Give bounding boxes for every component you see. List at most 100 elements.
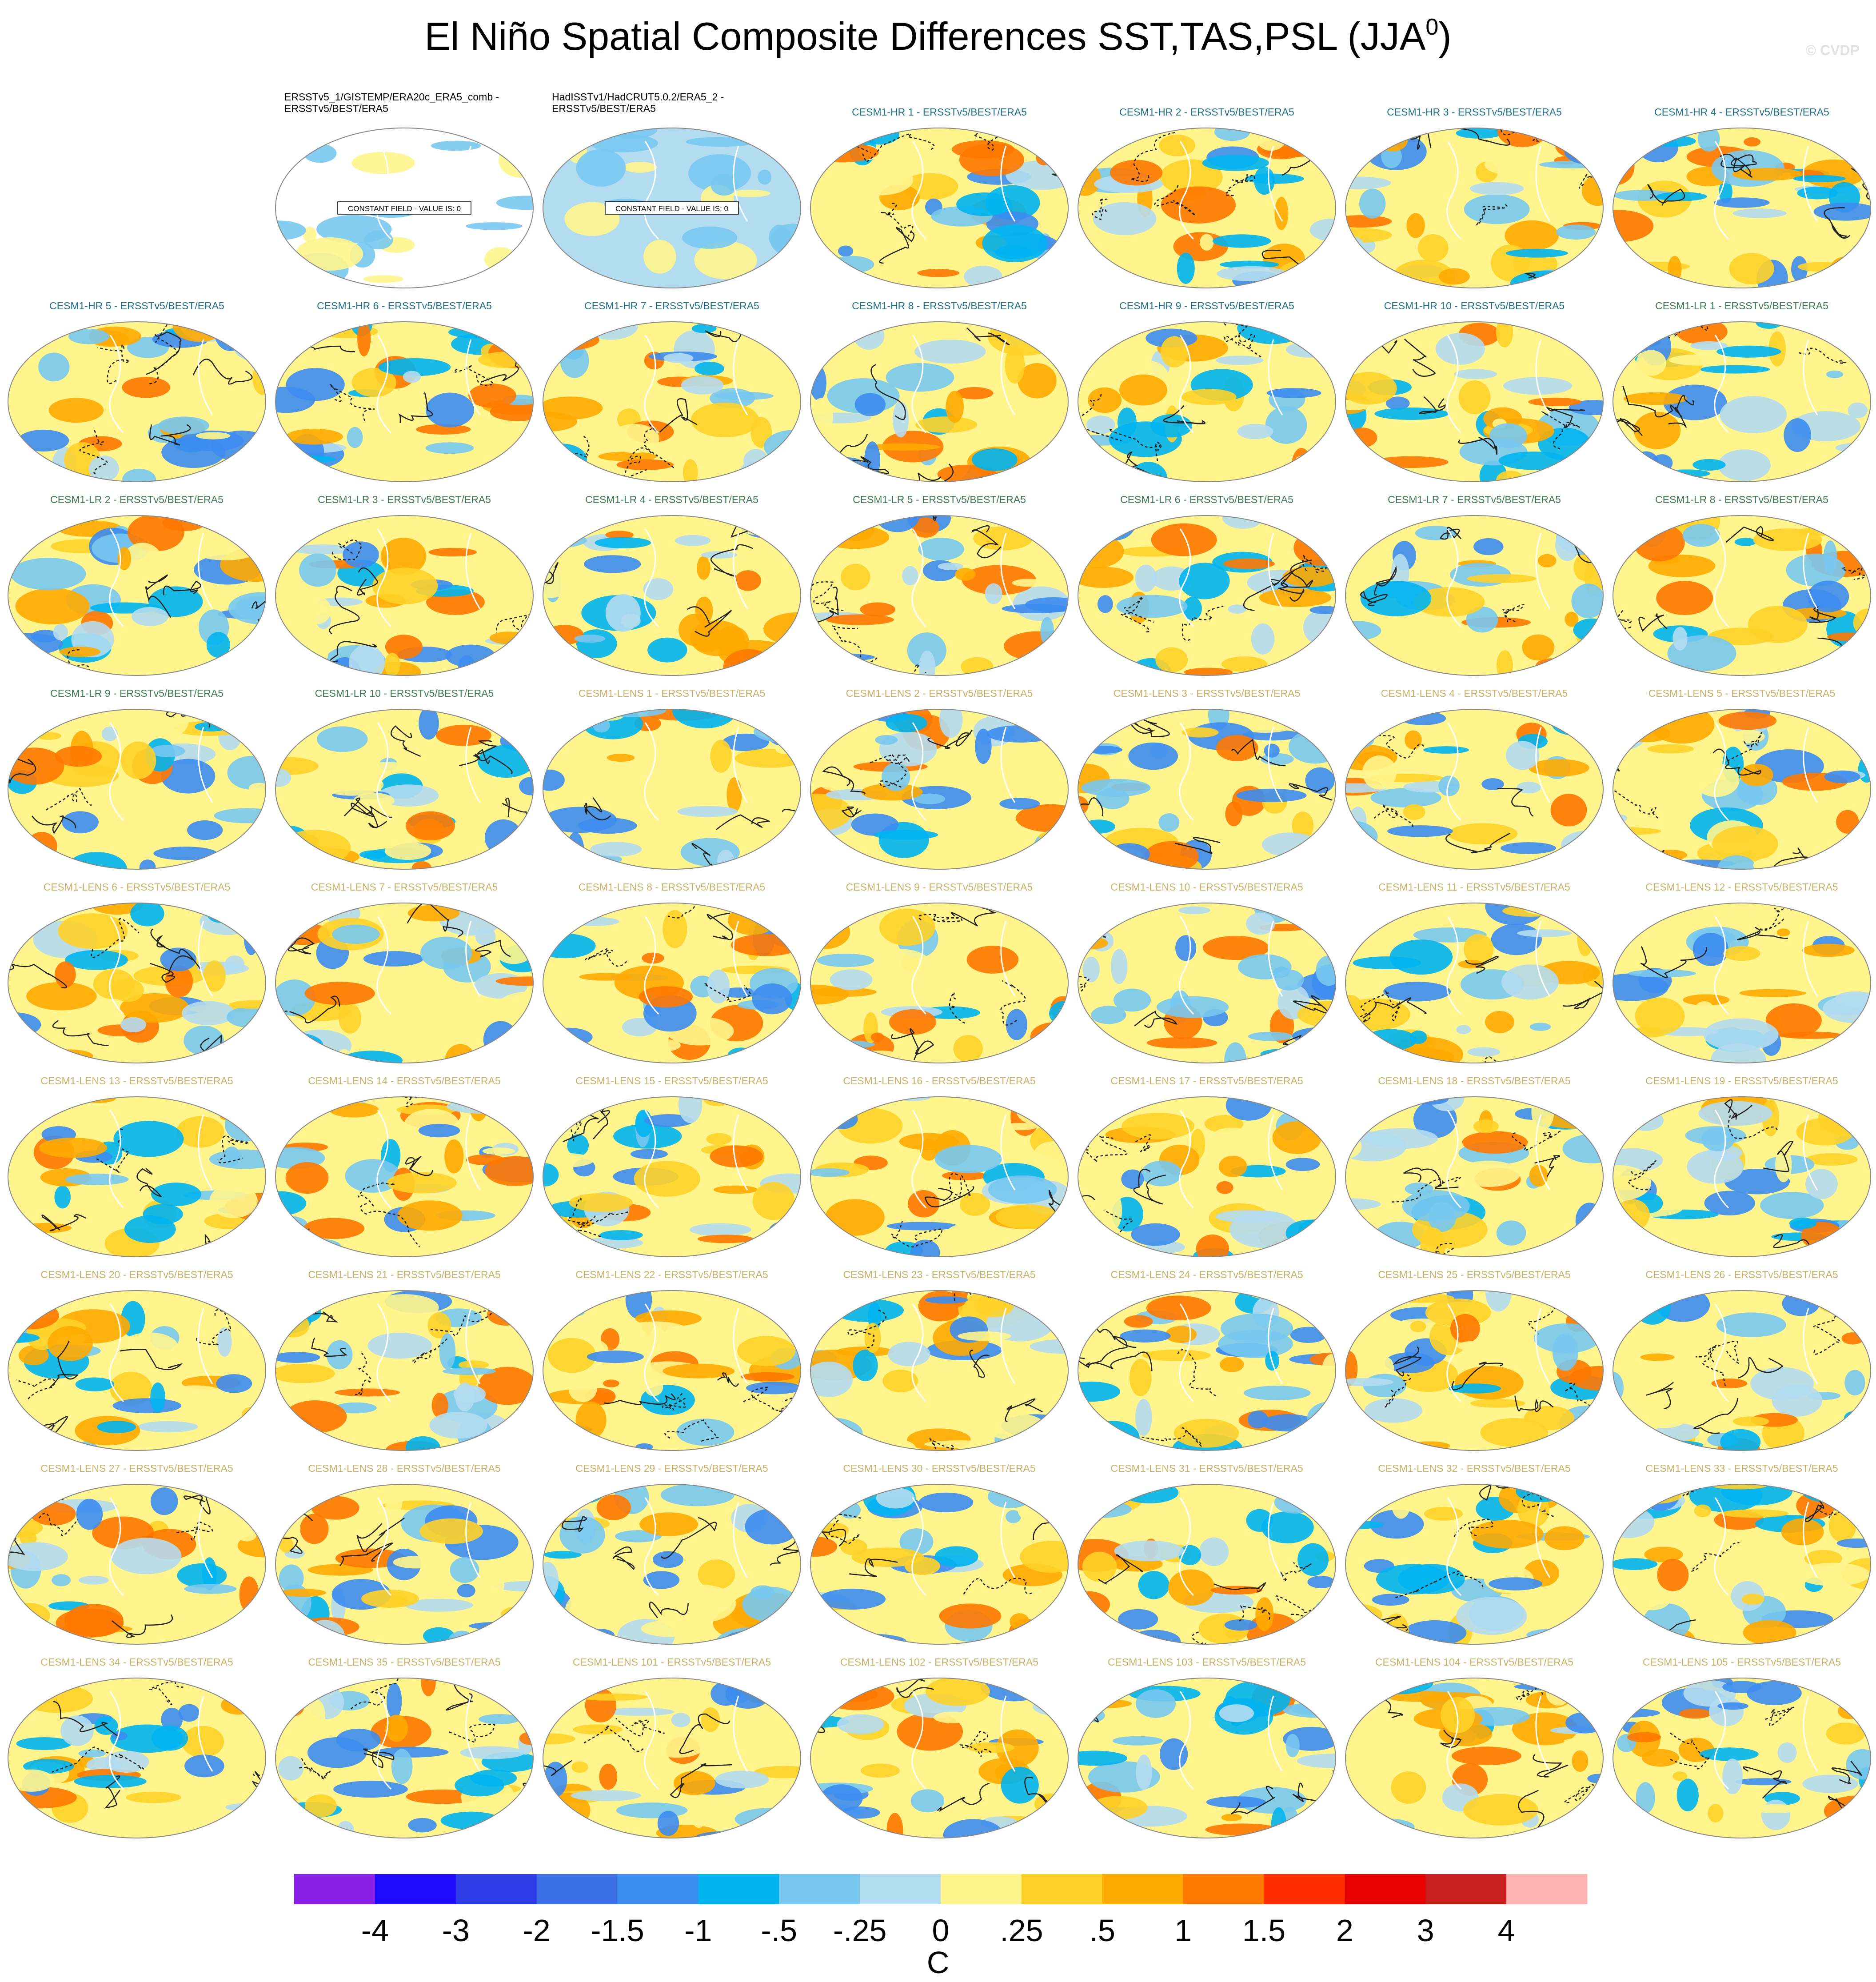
- anomaly-region: [1082, 956, 1100, 983]
- map-outline: [8, 1096, 266, 1257]
- contour-line: [1621, 903, 1660, 912]
- panel-grid: ERSSTv5_1/GISTEMP/ERA20c_ERA5_comb -ERSS…: [8, 91, 1871, 1838]
- panel-title: ERSSTv5_1/GISTEMP/ERA20c_ERA5_comb -: [284, 91, 499, 103]
- contour-line: [8, 962, 67, 989]
- anomaly-region: [1264, 743, 1280, 758]
- contour-line: [1647, 184, 1685, 206]
- anomaly-region: [1701, 1127, 1735, 1151]
- anomaly-region: [1018, 363, 1057, 399]
- contour-line: [275, 1490, 313, 1522]
- anomaly-region: [639, 986, 693, 1007]
- anomaly-region: [1724, 1169, 1790, 1195]
- anomaly-region: [1485, 903, 1545, 925]
- anomaly-region: [1036, 150, 1052, 166]
- anomaly-region: [571, 1761, 588, 1773]
- anomaly-region: [1093, 515, 1136, 541]
- anomaly-region: [20, 1223, 72, 1233]
- anomaly-region: [986, 725, 1055, 743]
- anomaly-region: [671, 1713, 691, 1727]
- anomaly-region: [1155, 647, 1188, 672]
- anomaly-region: [1496, 1220, 1526, 1246]
- anomaly-region: [1307, 1575, 1335, 1588]
- anomaly-region: [576, 149, 626, 187]
- anomaly-region: [1836, 903, 1861, 927]
- anomaly-region: [10, 558, 86, 590]
- anomaly-region: [962, 565, 1036, 595]
- anomaly-region: [1049, 1000, 1068, 1027]
- coastline: [109, 1497, 213, 1596]
- panel-title: CESM1-LENS 4 - ERSSTv5/BEST/ERA5: [1381, 687, 1568, 699]
- anomaly-region: [1122, 1113, 1195, 1139]
- contour-line: [41, 1214, 87, 1231]
- map-outline: [543, 515, 801, 676]
- panel: CESM1-HR 6 - ERSSTv5/BEST/ERA5: [275, 300, 534, 482]
- panel-title: CESM1-LENS 30 - ERSSTv5/BEST/ERA5: [843, 1463, 1035, 1474]
- anomaly-region: [94, 1716, 118, 1735]
- contour-line: [1655, 1484, 1707, 1496]
- contour-line: [150, 928, 201, 970]
- anomaly-region: [910, 1789, 945, 1813]
- contour-line: [288, 937, 315, 955]
- contour-line: [649, 1601, 689, 1618]
- contour-line: [949, 990, 967, 1025]
- panel: CESM1-LENS 28 - ERSSTv5/BEST/ERA5: [275, 1463, 534, 1645]
- contour-line: [881, 203, 914, 237]
- coastline: [1714, 528, 1818, 627]
- anomaly-region: [1613, 148, 1635, 185]
- panel: CESM1-LENS 33 - ERSSTv5/BEST/ERA5: [1613, 1463, 1871, 1645]
- panel: CESM1-LENS 11 - ERSSTv5/BEST/ERA5: [1345, 881, 1604, 1063]
- anomaly-region: [126, 1791, 181, 1803]
- anomaly-region: [1700, 365, 1770, 374]
- contour-line: [1720, 157, 1753, 178]
- anomaly-region: [1345, 1603, 1382, 1626]
- anomaly-region: [1370, 788, 1441, 807]
- panel: CESM1-LENS 27 - ERSSTv5/BEST/ERA5: [8, 1463, 266, 1645]
- anomaly-region: [181, 1001, 235, 1026]
- anomaly-region: [1400, 711, 1446, 725]
- coastline: [1179, 335, 1283, 434]
- anomaly-region: [1633, 523, 1685, 562]
- anomaly-region: [810, 709, 837, 719]
- anomaly-region: [886, 1813, 903, 1838]
- anomaly-region: [1012, 579, 1045, 587]
- anomaly-region: [543, 807, 617, 833]
- panel-title: CESM1-LR 1 - ERSSTv5/BEST/ERA5: [1655, 300, 1828, 312]
- coastline: [911, 1691, 1016, 1790]
- contour-line: [1130, 132, 1177, 182]
- anomaly-region: [1190, 1678, 1217, 1691]
- contour-line: [822, 766, 866, 795]
- anomaly-region: [834, 631, 858, 664]
- anomaly-region: [226, 1007, 266, 1028]
- anomaly-region: [1040, 617, 1054, 646]
- anomaly-region: [1299, 456, 1317, 476]
- anomaly-region: [1303, 610, 1336, 645]
- note-box: [605, 201, 739, 215]
- map-outline: [8, 903, 266, 1063]
- anomaly-region: [1237, 954, 1292, 979]
- anomaly-region: [428, 547, 477, 557]
- anomaly-region: [303, 1218, 365, 1239]
- anomaly-region: [1113, 988, 1151, 1012]
- contour-line: [1275, 1595, 1323, 1621]
- map-outline: [543, 1678, 801, 1838]
- anomaly-region: [220, 1695, 256, 1715]
- anomaly-region: [1218, 1155, 1247, 1177]
- map-outline: [810, 321, 1069, 482]
- anomaly-region: [336, 1729, 381, 1752]
- anomaly-region: [1158, 813, 1180, 832]
- anomaly-region: [1377, 128, 1408, 152]
- anomaly-region: [853, 322, 885, 350]
- anomaly-region: [832, 1299, 904, 1322]
- anomaly-region: [1581, 175, 1603, 206]
- anomaly-region: [730, 189, 770, 197]
- anomaly-region: [385, 635, 423, 659]
- anomaly-region: [279, 830, 351, 865]
- anomaly-region: [471, 1769, 517, 1787]
- contour-line: [1175, 837, 1221, 854]
- anomaly-region: [131, 607, 168, 626]
- anomaly-region: [1806, 1153, 1858, 1166]
- anomaly-region: [176, 1116, 224, 1148]
- anomaly-region: [122, 543, 163, 581]
- anomaly-region: [1657, 1558, 1689, 1591]
- anomaly-region: [1345, 1494, 1385, 1513]
